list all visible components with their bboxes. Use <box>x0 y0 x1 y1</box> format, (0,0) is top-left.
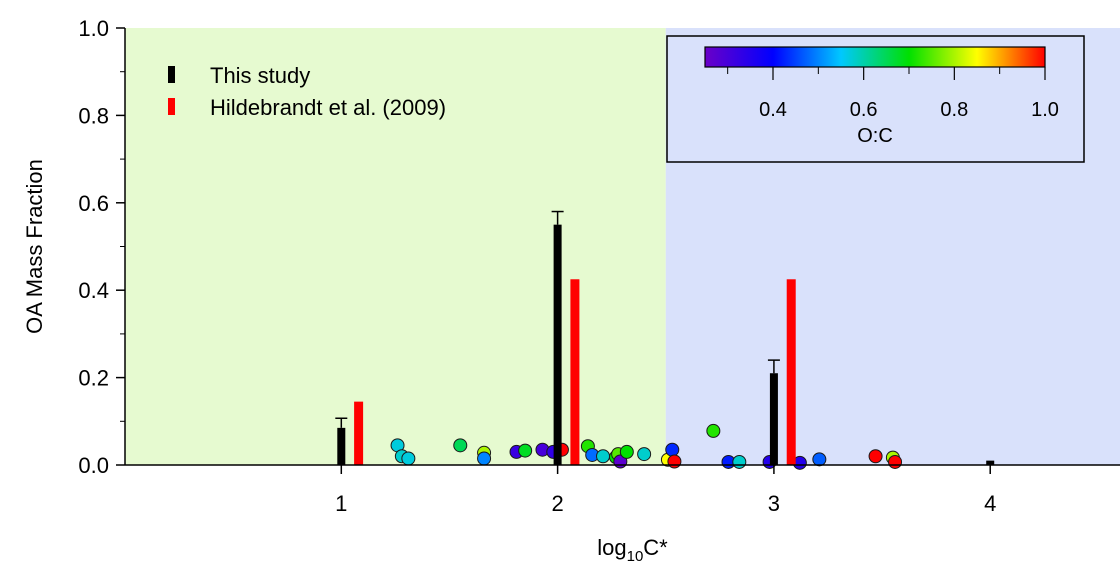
y-tick-label: 1.0 <box>78 16 109 41</box>
background-region-2 <box>665 28 1120 465</box>
scatter-point <box>596 449 611 464</box>
colorbar-tick-label: 1.0 <box>1031 99 1059 121</box>
bar-this-study <box>337 427 346 465</box>
x-tick-label: 1 <box>335 491 347 516</box>
scatter-point <box>619 444 634 459</box>
scatter-point <box>477 451 492 466</box>
scatter-point <box>453 438 468 453</box>
y-tick-label: 0.8 <box>78 103 109 128</box>
scatter-point <box>637 447 652 462</box>
scatter-point <box>706 423 721 438</box>
x-axis-title: log10C* <box>597 535 668 565</box>
legend-label: This study <box>210 63 310 88</box>
y-axis-title: OA Mass Fraction <box>22 159 47 334</box>
colorbar: 0.4 0.6 0.8 1.0 O:C <box>666 35 1085 163</box>
scatter-point <box>812 452 827 467</box>
bar-hildebrandt <box>354 401 364 465</box>
y-tick-label: 0.6 <box>78 191 109 216</box>
legend: This study Hildebrandt et al. (2009) <box>168 63 446 120</box>
colorbar-tick-label: 0.8 <box>940 99 968 121</box>
bar-hildebrandt <box>786 279 796 465</box>
bar-hildebrandt <box>570 279 580 465</box>
bar-this-study <box>986 460 995 465</box>
x-tick-label: 3 <box>768 491 780 516</box>
colorbar-gradient <box>704 46 1046 68</box>
scatter-point <box>868 449 883 464</box>
bar-this-study <box>553 224 562 465</box>
scatter-point <box>732 454 747 469</box>
colorbar-frame <box>666 35 1085 163</box>
x-tick-label: 4 <box>984 491 996 516</box>
legend-label: Hildebrandt et al. (2009) <box>210 95 446 120</box>
scatter-point <box>665 442 680 457</box>
colorbar-tick-label: 0.4 <box>759 99 787 121</box>
x-tick-label: 2 <box>551 491 563 516</box>
y-tick-label: 0.4 <box>78 278 109 303</box>
scatter-point <box>401 451 416 466</box>
scatter-point <box>888 454 903 469</box>
colorbar-title: O:C <box>857 125 893 147</box>
y-tick-label: 0.0 <box>78 453 109 478</box>
legend-swatch <box>168 98 175 115</box>
background-region-1 <box>125 28 666 465</box>
y-tick-label: 0.2 <box>78 366 109 391</box>
scatter-point <box>518 443 533 458</box>
bar-this-study <box>769 373 778 465</box>
colorbar-tick-label: 0.6 <box>850 99 878 121</box>
legend-swatch <box>168 66 175 83</box>
scatter-point <box>667 454 682 469</box>
